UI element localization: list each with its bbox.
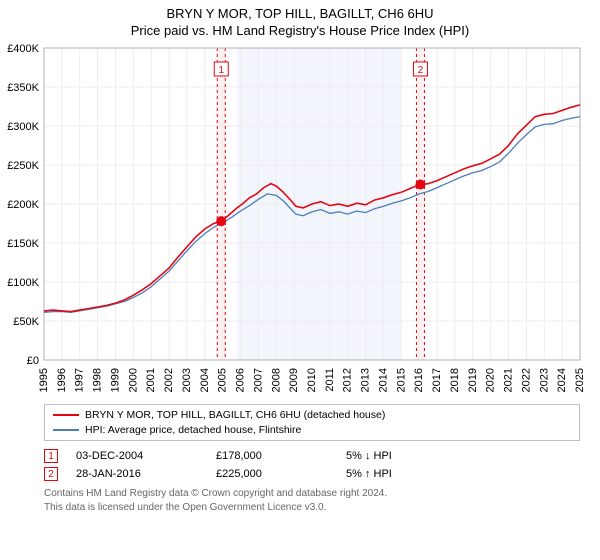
svg-text:1996: 1996: [56, 368, 68, 392]
svg-text:1997: 1997: [74, 368, 86, 392]
svg-text:2018: 2018: [449, 368, 461, 392]
svg-text:2011: 2011: [324, 368, 336, 392]
svg-text:2015: 2015: [395, 368, 407, 392]
sale-marker-1-icon: 1: [44, 449, 58, 463]
legend-label-blue: HPI: Average price, detached house, Flin…: [85, 423, 301, 438]
svg-text:2025: 2025: [574, 368, 586, 392]
svg-text:2016: 2016: [413, 368, 425, 392]
legend-swatch-red: [53, 414, 79, 416]
svg-text:2024: 2024: [556, 368, 568, 392]
svg-text:2012: 2012: [342, 368, 354, 392]
sale-marker-2-icon: 2: [44, 467, 58, 481]
sale-price-1: £178,000: [216, 450, 346, 462]
sale-date-1: 03-DEC-2004: [76, 450, 216, 462]
sale-row-2: 2 28-JAN-2016 £225,000 5% ↑ HPI: [44, 467, 580, 481]
legend-item-red: BRYN Y MOR, TOP HILL, BAGILLT, CH6 6HU (…: [53, 408, 571, 423]
sale-date-2: 28-JAN-2016: [76, 468, 216, 480]
attribution-line-1: Contains HM Land Registry data © Crown c…: [44, 487, 580, 501]
svg-text:1: 1: [218, 65, 224, 76]
svg-text:1998: 1998: [92, 368, 104, 392]
svg-text:£350K: £350K: [7, 82, 39, 94]
svg-text:2: 2: [418, 65, 424, 76]
legend-label-red: BRYN Y MOR, TOP HILL, BAGILLT, CH6 6HU (…: [85, 408, 385, 423]
svg-text:2020: 2020: [485, 368, 497, 392]
chart-container: BRYN Y MOR, TOP HILL, BAGILLT, CH6 6HU P…: [0, 0, 600, 560]
svg-text:2013: 2013: [360, 368, 372, 392]
sale-price-2: £225,000: [216, 468, 346, 480]
svg-text:2023: 2023: [538, 368, 550, 392]
svg-text:2000: 2000: [127, 368, 139, 392]
sale-row-1: 1 03-DEC-2004 £178,000 5% ↓ HPI: [44, 449, 580, 463]
svg-text:2007: 2007: [252, 368, 264, 392]
svg-text:£250K: £250K: [7, 160, 39, 172]
svg-text:2010: 2010: [306, 368, 318, 392]
svg-text:1995: 1995: [38, 368, 50, 392]
svg-text:2002: 2002: [163, 368, 175, 392]
svg-text:2009: 2009: [288, 368, 300, 392]
sale-delta-1: 5% ↓ HPI: [346, 450, 392, 462]
svg-text:2019: 2019: [467, 368, 479, 392]
svg-text:2003: 2003: [181, 368, 193, 392]
legend: BRYN Y MOR, TOP HILL, BAGILLT, CH6 6HU (…: [44, 404, 580, 441]
svg-text:£300K: £300K: [7, 121, 39, 133]
svg-text:£200K: £200K: [7, 199, 39, 211]
svg-text:2021: 2021: [503, 368, 515, 392]
svg-text:2022: 2022: [520, 368, 532, 392]
attribution: Contains HM Land Registry data © Crown c…: [44, 487, 580, 514]
svg-text:£0: £0: [27, 355, 39, 367]
svg-text:2004: 2004: [199, 368, 211, 392]
svg-text:£100K: £100K: [7, 277, 39, 289]
svg-text:2006: 2006: [235, 368, 247, 392]
svg-text:2008: 2008: [270, 368, 282, 392]
price-chart: £0 £50K £100K £150K £200K £250K £300K £350K £400…: [0, 0, 600, 402]
sale-delta-2: 5% ↑ HPI: [346, 468, 392, 480]
svg-text:1999: 1999: [109, 368, 121, 392]
svg-text:£150K: £150K: [7, 238, 39, 250]
legend-swatch-blue: [53, 429, 79, 431]
svg-text:£400K: £400K: [7, 43, 39, 55]
attribution-line-2: This data is licensed under the Open Gov…: [44, 501, 580, 515]
svg-text:2005: 2005: [217, 368, 229, 392]
svg-text:£50K: £50K: [13, 316, 39, 328]
legend-item-blue: HPI: Average price, detached house, Flin…: [53, 423, 571, 438]
svg-text:2017: 2017: [431, 368, 443, 392]
svg-text:2001: 2001: [145, 368, 157, 392]
svg-text:2014: 2014: [377, 368, 389, 392]
